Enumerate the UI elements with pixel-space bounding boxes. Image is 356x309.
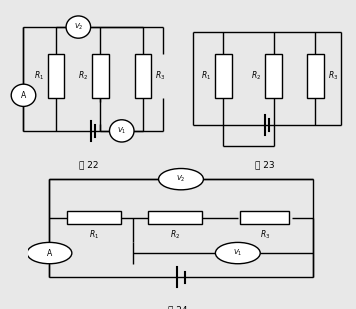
Circle shape	[27, 242, 72, 264]
Bar	[135, 54, 151, 98]
Bar	[215, 54, 232, 98]
Text: $R_1$: $R_1$	[201, 70, 211, 82]
Text: $V_1$: $V_1$	[117, 126, 126, 136]
Bar	[92, 54, 109, 98]
Text: $V_2$: $V_2$	[74, 22, 83, 32]
Text: 图 23: 图 23	[255, 161, 275, 170]
Text: A: A	[21, 91, 26, 100]
Text: 图 22: 图 22	[79, 161, 99, 170]
Bar	[148, 211, 202, 224]
Text: $R_2$: $R_2$	[170, 228, 180, 241]
Text: $R_1$: $R_1$	[89, 228, 99, 241]
Circle shape	[215, 242, 260, 264]
Text: $V_1$: $V_1$	[233, 248, 242, 258]
Bar	[67, 211, 121, 224]
Bar	[241, 211, 289, 224]
Text: $R_3$: $R_3$	[328, 70, 338, 82]
Text: $V_2$: $V_2$	[176, 174, 186, 184]
Bar	[265, 54, 282, 98]
Text: $R_2$: $R_2$	[78, 70, 88, 82]
Circle shape	[66, 16, 91, 38]
Text: $R_3$: $R_3$	[260, 228, 270, 241]
Text: $R_3$: $R_3$	[155, 70, 166, 82]
Text: $R_1$: $R_1$	[34, 70, 44, 82]
Bar	[307, 54, 324, 98]
Circle shape	[158, 168, 203, 190]
Circle shape	[110, 120, 134, 142]
Circle shape	[11, 84, 36, 106]
Text: 图 24: 图 24	[168, 306, 188, 309]
Bar	[48, 54, 64, 98]
Text: A: A	[47, 248, 52, 258]
Text: $R_2$: $R_2$	[251, 70, 261, 82]
